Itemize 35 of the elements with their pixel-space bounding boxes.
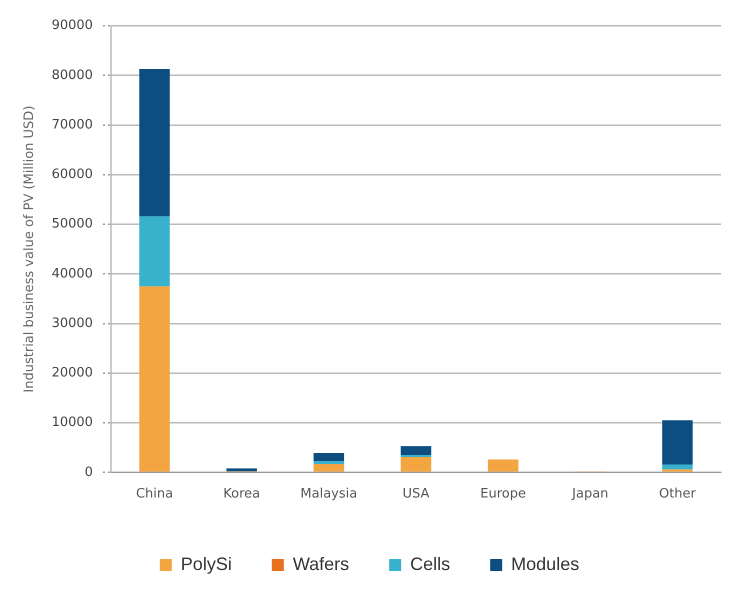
bar <box>662 464 693 470</box>
x-tick-label: China <box>136 486 174 502</box>
bar <box>400 457 432 472</box>
legend-label: Cells <box>410 554 450 574</box>
bar <box>400 446 432 456</box>
y-tick-label: 90000 <box>52 18 93 34</box>
x-tick-label: Other <box>658 486 697 502</box>
y-tick-label: 80000 <box>52 68 93 83</box>
bar <box>314 460 344 464</box>
bar <box>488 460 518 472</box>
bar <box>139 286 170 472</box>
x-tick-label: Korea <box>223 486 260 502</box>
legend-label: Modules <box>511 554 580 574</box>
legend-label: PolySi <box>180 554 232 574</box>
x-tick-label: Europe <box>480 486 526 502</box>
y-tick-label: 0 <box>84 464 93 480</box>
y-tick-label: 40000 <box>52 266 93 282</box>
x-tick-label: Malaysia <box>300 486 358 502</box>
bar <box>226 468 257 472</box>
bar <box>139 216 170 286</box>
y-tick-label: 20000 <box>52 366 93 381</box>
bar <box>314 464 344 472</box>
bar <box>662 420 693 464</box>
x-tick-label: USA <box>402 486 430 502</box>
y-tick-label: 30000 <box>52 316 93 331</box>
bar <box>662 469 693 472</box>
bar <box>314 453 344 461</box>
bar <box>139 68 170 216</box>
y-tick-label: 10000 <box>52 415 93 430</box>
legend-label: Wafers <box>292 554 350 574</box>
y-tick-label: 60000 <box>52 167 93 182</box>
y-tick-label: 50000 <box>52 216 93 232</box>
x-tick-label: Japan <box>571 486 608 502</box>
y-axis-title: Industrial business value of PV (Million USD) <box>22 106 38 393</box>
y-tick-label: 70000 <box>52 117 93 132</box>
